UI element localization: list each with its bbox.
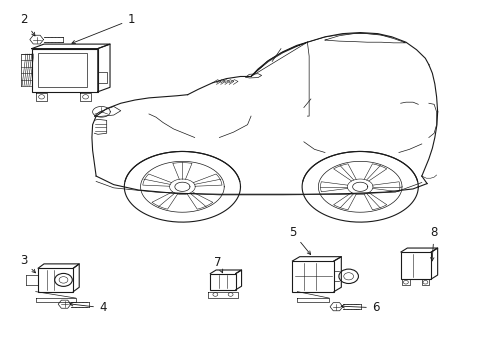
Text: 6: 6 xyxy=(341,301,379,314)
Bar xyxy=(292,261,333,292)
Bar xyxy=(38,53,87,87)
Bar xyxy=(400,252,430,279)
Text: 5: 5 xyxy=(288,226,310,255)
Bar xyxy=(32,49,98,92)
Text: 8: 8 xyxy=(429,226,437,261)
Text: 2: 2 xyxy=(20,13,35,36)
Text: 4: 4 xyxy=(70,301,106,314)
Bar xyxy=(38,268,73,292)
Text: 7: 7 xyxy=(213,256,222,273)
Text: 3: 3 xyxy=(20,255,36,273)
Text: 1: 1 xyxy=(72,13,135,44)
Bar xyxy=(210,274,235,290)
